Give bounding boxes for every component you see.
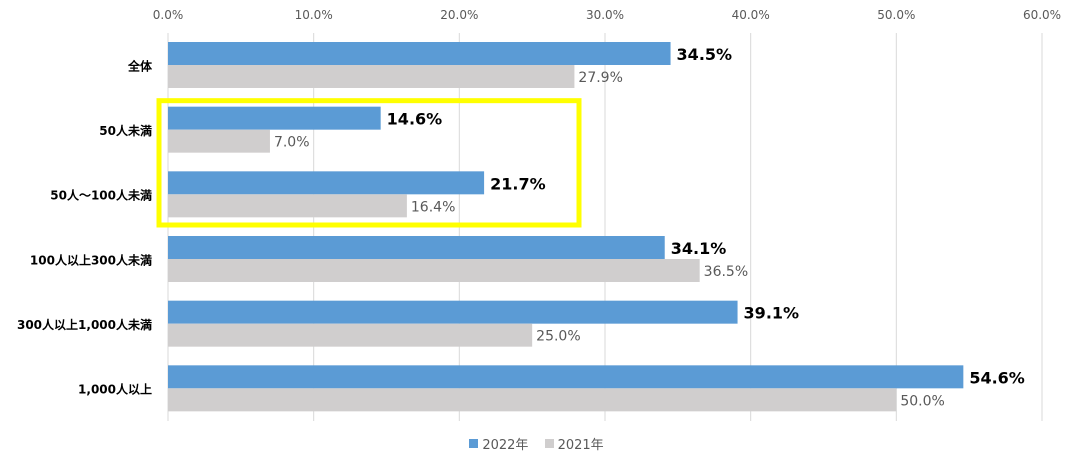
bar-2022 [168,171,485,195]
data-labels: 34.5% 27.9% 14.6% 7.0% 21.7% 16.4% 34.1% 36.5% 3… [274,45,1025,409]
data-label-2022: 34.5% [677,45,733,64]
legend-item-2022: 2022年 [469,434,528,453]
bar-2022 [168,365,964,389]
x-tick-label: 20.0% [440,8,478,22]
bar-2022 [168,300,738,324]
y-category-label: 300人以上1,000人未満 [17,317,152,332]
highlight-box [156,98,582,228]
y-category-label: 50人～100人未満 [50,188,152,203]
x-tick-label: 10.0% [295,8,333,22]
data-label-2021: 7.0% [274,135,310,151]
data-label-2021: 50.0% [900,393,944,409]
bar-2021 [168,388,897,412]
legend: 2022年 2021年 [0,434,1073,453]
data-label-2021: 16.4% [411,199,455,215]
data-label-2022: 54.6% [969,368,1025,387]
data-label-2021: 27.9% [578,70,622,86]
data-label-2022: 21.7% [490,174,546,193]
data-label-2021: 25.0% [536,329,580,345]
y-axis-categories: 全体 50人未満 50人～100人未満 100人以上300人未満 300人以上1,000… [17,58,153,396]
bar-2021 [168,323,533,347]
bar-2022 [168,236,665,259]
legend-swatch-2022 [469,439,479,448]
data-label-2022: 39.1% [744,304,800,323]
legend-label-2022: 2022年 [482,438,529,453]
highlight-group [156,98,582,228]
bars [168,42,964,412]
bar-chart: 0.0% 10.0% 20.0% 30.0% 40.0% 50.0% 60.0% 全体 50人… [17,8,1061,421]
x-tick-label: 50.0% [877,8,915,22]
bar-2021 [168,259,700,282]
data-label-2022: 14.6% [387,110,443,129]
y-category-label: 100人以上300人未満 [30,252,152,267]
bar-2021 [168,194,407,218]
bar-2022 [168,42,671,65]
legend-swatch-2021 [544,439,554,448]
x-axis-ticks: 0.0% 10.0% 20.0% 30.0% 40.0% 50.0% 60.0% [153,8,1061,22]
bar-2021 [168,65,575,88]
y-category-label: 1,000人以上 [78,382,152,397]
x-tick-label: 40.0% [732,8,770,22]
data-label-2021: 36.5% [704,264,748,280]
bar-2021 [168,129,270,153]
x-tick-label: 60.0% [1023,8,1061,22]
legend-label-2021: 2021年 [557,438,604,453]
data-label-2022: 34.1% [671,239,727,258]
y-category-label: 全体 [127,58,153,73]
bar-2022 [168,106,381,130]
legend-item-2021: 2021年 [544,434,604,453]
x-tick-label: 0.0% [153,8,184,22]
x-tick-label: 30.0% [586,8,624,22]
y-category-label: 50人未満 [99,123,152,138]
